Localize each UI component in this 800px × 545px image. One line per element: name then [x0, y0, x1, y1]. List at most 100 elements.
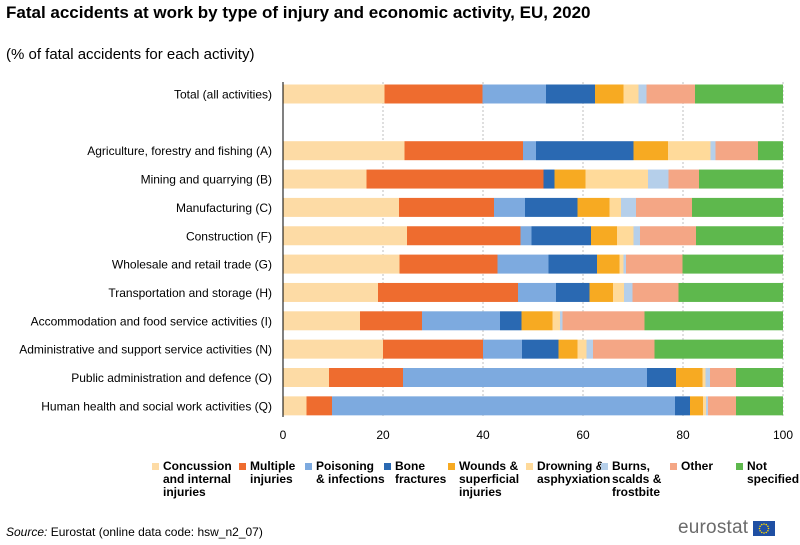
eurostat-logo-text: eurostat — [678, 517, 749, 538]
bar-segment — [676, 368, 703, 387]
bar-segment — [283, 226, 407, 246]
bar-segment — [525, 197, 578, 217]
bar-segment — [708, 396, 736, 416]
bar-segment — [399, 197, 494, 217]
category-label: Construction (F) — [186, 229, 272, 243]
bar-segment — [577, 197, 610, 217]
bar-segment — [560, 311, 563, 331]
bar-segment — [585, 169, 648, 189]
x-tick-label: 80 — [676, 428, 690, 442]
bar-segment — [636, 197, 692, 217]
legend-swatch — [305, 463, 312, 470]
bar-segment — [736, 368, 783, 387]
bar-segment — [617, 226, 634, 246]
bar-segment — [283, 141, 405, 161]
bar-segment — [758, 141, 783, 161]
bar-segment — [654, 339, 783, 359]
bar-segment — [668, 169, 699, 189]
bar-segment — [518, 282, 556, 302]
bar-segment — [586, 339, 593, 359]
bar-segment — [623, 84, 639, 104]
bar-segment — [609, 197, 621, 217]
x-tick-label: 40 — [476, 428, 490, 442]
bar-segment — [593, 339, 655, 359]
bar-segment — [702, 368, 706, 387]
bar-segment — [699, 169, 783, 189]
category-label: Wholesale and retail trade (G) — [112, 258, 272, 272]
bar-segment — [678, 282, 783, 302]
legend-swatch — [526, 463, 533, 470]
bar-segment — [482, 84, 546, 104]
bar-segment — [399, 254, 498, 274]
bar-segment — [360, 311, 422, 331]
bar-segment — [624, 282, 633, 302]
x-tick-label: 0 — [280, 428, 287, 442]
bar-segment — [648, 169, 669, 189]
category-label: Manufacturing (C) — [176, 201, 272, 215]
bar-segment — [632, 282, 679, 302]
source-label: Source: — [6, 525, 48, 539]
bar-segment — [736, 396, 783, 416]
bar-segment — [692, 197, 783, 217]
bar-segment — [497, 254, 549, 274]
bar-segment — [306, 396, 332, 416]
bar-segment — [383, 339, 483, 359]
legend-swatch — [448, 463, 455, 470]
bar-segment — [695, 84, 783, 104]
chart-title: Fatal accidents at work by type of injur… — [6, 3, 591, 22]
bar-segment — [589, 282, 613, 302]
source-note: Source: Eurostat (online data code: hsw_… — [6, 525, 263, 539]
stacked-bar-chart: Total (all activities) Agriculture, fores… — [19, 82, 793, 442]
bar-segment — [283, 282, 378, 302]
bar-segment — [332, 396, 675, 416]
category-label: Mining and quarrying (B) — [141, 173, 272, 187]
legend-swatch — [670, 463, 677, 470]
bar-segment — [552, 311, 560, 331]
legend-swatch — [601, 463, 608, 470]
legend-label: Wounds & superficial injuries — [459, 459, 520, 499]
bar-segment — [556, 282, 590, 302]
bar-segment — [577, 339, 587, 359]
category-label: Accommodation and food service activitie… — [31, 314, 272, 328]
bar-segment — [706, 396, 708, 416]
bar-segment — [523, 141, 536, 161]
bar-segment — [633, 141, 668, 161]
bar-segment — [329, 368, 403, 387]
category-label: Total (all activities) — [174, 88, 272, 102]
x-tick-label: 100 — [773, 428, 793, 442]
bar-segment — [554, 169, 586, 189]
bar-segment — [422, 311, 500, 331]
legend-swatch — [384, 463, 391, 470]
bar-segment — [366, 169, 544, 189]
bar-segment — [283, 339, 383, 359]
bar-segment — [404, 141, 523, 161]
legend-label: Other — [681, 459, 714, 473]
legend-label: Drowning & asphyxiation — [537, 459, 611, 486]
bar-segment — [710, 141, 716, 161]
bar-segment — [668, 141, 711, 161]
bar-segment — [521, 311, 553, 331]
bar-segment — [384, 84, 483, 104]
category-label: Agriculture, forestry and fishing (A) — [87, 144, 272, 158]
legend-swatch — [239, 463, 246, 470]
legend-label: Bone fractures — [395, 459, 447, 486]
eurostat-logo: eurostat — [678, 517, 776, 539]
bar-segment — [494, 197, 525, 217]
bar-segment — [619, 254, 624, 274]
bar-segment — [633, 226, 640, 246]
bar-segment — [638, 84, 647, 104]
bar-segment — [403, 368, 647, 387]
bar-segment — [675, 396, 690, 416]
x-tick-label: 60 — [576, 428, 590, 442]
bar-segment — [613, 282, 624, 302]
bar-segment — [591, 226, 617, 246]
category-label: Transportation and storage (H) — [108, 286, 272, 300]
bar-segment — [623, 254, 626, 274]
bar-segment — [562, 311, 645, 331]
bar-segment — [283, 396, 307, 416]
bar-segment — [646, 84, 695, 104]
eu-flag-icon — [753, 520, 776, 536]
bar-segment — [543, 169, 555, 189]
legend-swatch — [736, 463, 743, 470]
legend-label: Multiple injuries — [250, 459, 296, 486]
